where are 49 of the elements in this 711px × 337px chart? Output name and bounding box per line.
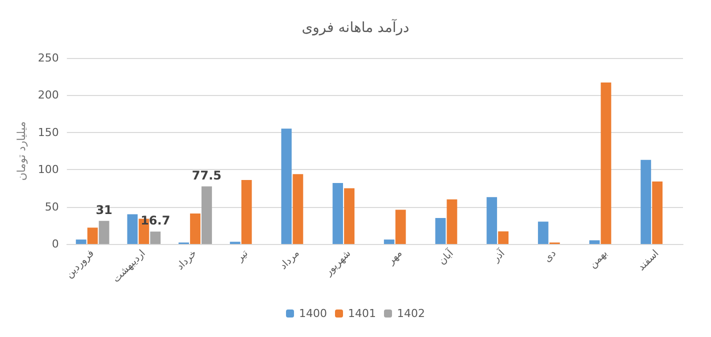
legend-label: 1400 xyxy=(299,307,328,320)
x-tick-label: اردیبهشت xyxy=(110,248,148,285)
x-tick-label: مهر xyxy=(385,248,405,268)
bar xyxy=(395,210,406,244)
y-axis-title: میلیارد تومان xyxy=(15,121,28,181)
bar xyxy=(446,199,458,244)
x-tick-label: تیر xyxy=(234,248,251,265)
legend-label: 1402 xyxy=(396,307,425,320)
bar xyxy=(76,240,86,244)
chart-title: درآمد ماهانه فروی xyxy=(302,18,410,36)
y-tick-label: 0 xyxy=(52,238,59,250)
x-tick-label: خرداد xyxy=(174,248,200,272)
x-tick-label: آبان xyxy=(435,246,457,268)
x-tick-label: مرداد xyxy=(278,248,302,272)
x-tick-label: فروردین xyxy=(64,248,97,280)
bar xyxy=(435,218,446,244)
x-tick-label: دی xyxy=(542,248,559,265)
bar xyxy=(127,214,138,244)
bar xyxy=(281,128,292,244)
bar xyxy=(190,213,200,244)
bar xyxy=(384,240,394,244)
data-label: 77.5 xyxy=(192,168,222,182)
y-tick-label: 100 xyxy=(38,163,59,176)
bar xyxy=(498,231,509,244)
bar xyxy=(241,180,252,244)
bar xyxy=(292,174,304,244)
y-tick-label: 150 xyxy=(38,126,59,139)
bar xyxy=(344,188,354,244)
legend-label: 1401 xyxy=(348,307,376,320)
y-tick-label: 50 xyxy=(44,200,59,214)
bar xyxy=(332,182,344,244)
bar xyxy=(87,228,98,244)
x-tick-label: شهریور xyxy=(322,248,354,279)
data-label: 31 xyxy=(96,202,112,217)
data-label: 16.7 xyxy=(140,214,170,228)
x-tick-label: بهمن xyxy=(587,248,610,271)
x-tick-label: آذر xyxy=(488,246,508,266)
bar xyxy=(640,160,652,244)
bar xyxy=(589,240,600,244)
bar xyxy=(98,220,110,244)
bar xyxy=(652,182,663,244)
bar xyxy=(150,232,161,244)
x-tick-label: اسفند xyxy=(636,248,662,274)
bar xyxy=(486,197,498,244)
y-tick-label: 200 xyxy=(38,88,59,102)
bar xyxy=(600,82,612,244)
bar xyxy=(202,186,212,244)
bar xyxy=(538,222,548,244)
y-tick-label: 250 xyxy=(38,52,59,64)
